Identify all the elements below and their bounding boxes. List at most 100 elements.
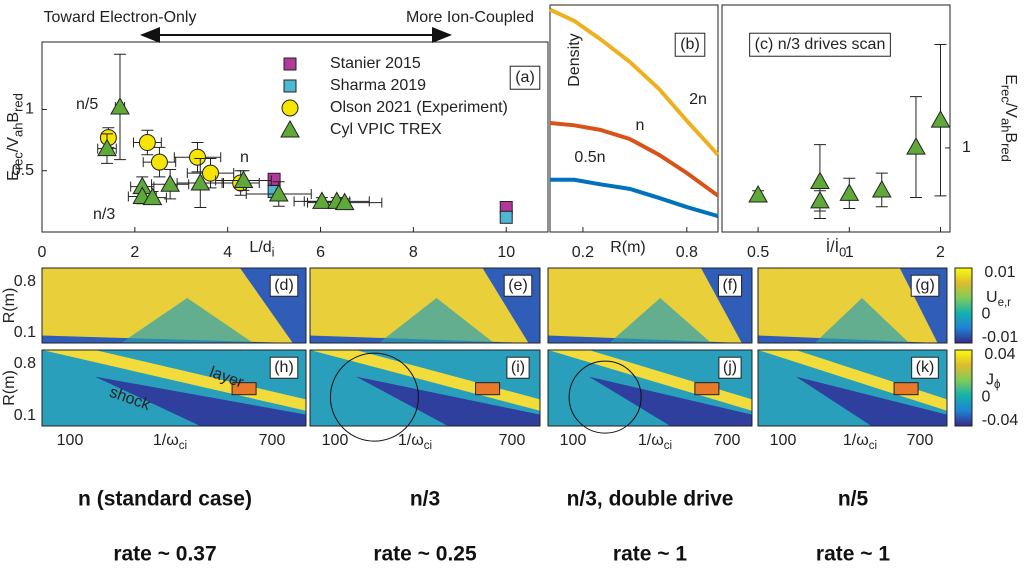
x-tick-label: 10	[497, 244, 515, 261]
panel-label: (j)	[723, 359, 737, 376]
y-axis-label-part: B	[5, 112, 22, 123]
caption-rate: rate ~ 1	[613, 543, 687, 566]
panel-label-box	[911, 356, 939, 379]
marker-triangle	[233, 170, 254, 189]
annotation: n/3	[93, 206, 115, 223]
heatmap-band	[356, 376, 540, 426]
colorbar	[954, 349, 973, 427]
caption-rate: rate ~ 0.37	[113, 543, 216, 566]
heatmap	[758, 350, 947, 426]
colorbar-label-part: J	[986, 372, 994, 389]
y-axis-label: R(m)	[1, 370, 18, 406]
y-axis-label-part: rec	[11, 152, 26, 171]
x-axis-label-part: L/d	[249, 239, 271, 256]
x-axis-label-part: ci	[869, 440, 877, 452]
y-axis-label: Erec/VahBred	[998, 74, 1019, 162]
annotation: n	[240, 149, 249, 166]
colorbar-tick-label: 0.04	[984, 346, 1015, 363]
y-axis-label-part: E	[5, 170, 22, 181]
panel-label: (e)	[508, 277, 528, 294]
x-tick-label: 2	[130, 244, 139, 261]
x-axis-label: 1/ωci	[843, 432, 877, 452]
panel-label: (c) n/3 drives scan	[755, 36, 886, 53]
marker-triangle	[268, 183, 289, 202]
box-marker	[231, 382, 257, 396]
colorbar-label-part: e,r	[998, 297, 1012, 309]
panel-label-box	[717, 274, 743, 297]
panel-label: (k)	[916, 359, 935, 376]
y-axis-label: R(m)	[1, 288, 18, 324]
x-tick-label: 4	[223, 244, 232, 261]
box-marker	[893, 382, 919, 396]
x-tick-label: 700	[259, 432, 286, 449]
marker-triangle	[190, 172, 211, 191]
panel-label-box	[674, 32, 706, 57]
marker-square	[283, 57, 297, 71]
panel-label: (i)	[511, 359, 525, 376]
heatmap-frame	[547, 349, 753, 427]
y-tick-label: 0.5	[12, 162, 34, 179]
y-axis-label-part: /V	[1002, 103, 1019, 118]
marker-triangle	[748, 184, 768, 203]
y-tick-label: 0.1	[14, 324, 36, 341]
series-label: 0.5n	[574, 149, 605, 166]
x-axis-label-part: 0	[839, 245, 846, 260]
plot-frame	[549, 4, 719, 233]
heatmap	[42, 350, 306, 426]
x-tick-label: 0.5	[747, 244, 769, 261]
marker-triangle	[110, 96, 130, 115]
heatmap-band	[548, 350, 752, 411]
colorbar-tick-label: -0.04	[982, 412, 1019, 429]
annotation: Density	[566, 33, 583, 86]
caption-case: n (standard case)	[78, 488, 252, 511]
y-axis-label-part: ah	[11, 123, 26, 137]
circle-marker	[329, 352, 419, 442]
colorbar-label: Ue,r	[986, 289, 1011, 309]
x-axis-label: R(m)	[610, 239, 646, 256]
marker-triangle	[97, 138, 117, 157]
x-tick-label: 700	[714, 432, 741, 449]
panel-label: (g)	[915, 277, 935, 294]
annotation: Toward Electron-Only	[44, 9, 197, 26]
heatmap-band	[795, 376, 947, 426]
panel-label-box	[718, 356, 742, 379]
x-tick-label: 100	[770, 432, 797, 449]
colorbar	[954, 267, 973, 344]
y-axis-label: Erec/VahBred	[5, 93, 26, 181]
panel-label-box	[509, 65, 541, 90]
marker-triangle	[930, 110, 951, 128]
series-label: 2n	[689, 91, 707, 108]
x-axis-label-part: İ/İ	[826, 237, 839, 256]
marker-triangle	[160, 174, 180, 192]
heatmap	[758, 268, 947, 343]
heatmap-region	[379, 298, 494, 343]
x-axis-label-part: 1/ω	[153, 432, 179, 449]
heatmap-region	[609, 298, 712, 343]
legend-label: Olson 2021 (Experiment)	[330, 99, 508, 116]
panel-label-box	[269, 274, 299, 297]
heatmap	[42, 268, 306, 343]
panel-label-box	[506, 356, 530, 379]
x-axis-label: L/di	[249, 239, 274, 260]
marker-triangle	[334, 192, 355, 211]
x-axis-label-part: i	[272, 245, 275, 260]
colorbar-label-part: U	[986, 289, 998, 306]
marker-circle	[138, 134, 156, 152]
x-tick-label: 100	[560, 432, 587, 449]
heatmap	[310, 268, 540, 343]
x-tick-label: 700	[499, 432, 526, 449]
marker-triangle	[142, 187, 163, 206]
caption-case: n/3	[410, 488, 440, 511]
x-tick-label: 100	[322, 432, 349, 449]
panel-label-box	[503, 274, 533, 297]
marker-circle	[189, 148, 207, 166]
heatmap-band	[758, 350, 947, 411]
x-axis-label: 1/ωci	[638, 432, 672, 452]
heatmap-frame	[309, 349, 541, 427]
y-tick-label: 0.8	[14, 273, 36, 290]
heatmap-band	[94, 376, 306, 426]
y-axis-label-part: ah	[998, 118, 1013, 132]
x-axis-label: 1/ωci	[398, 432, 432, 452]
y-tick-label: 0.1	[14, 407, 36, 424]
